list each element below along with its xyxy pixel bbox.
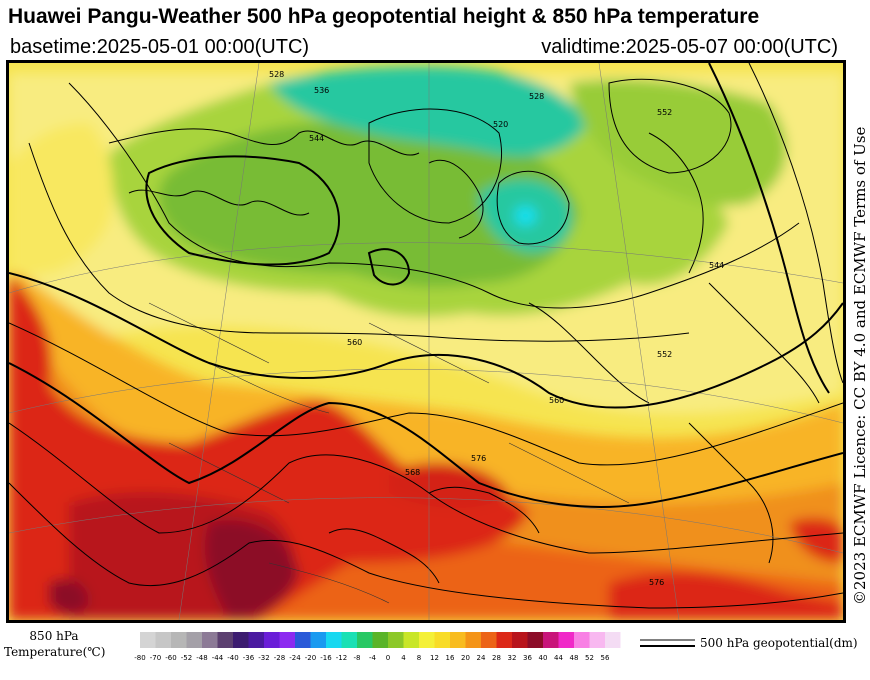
colorbar-swatch	[279, 632, 295, 648]
colorbar-swatch	[481, 632, 497, 648]
colorbar-swatch	[527, 632, 543, 648]
contour-legend-label: 500 hPa geopotential(dm)	[700, 636, 858, 650]
colorbar-tick-label: 36	[523, 654, 532, 662]
colorbar-tick-label: -32	[258, 654, 269, 662]
contour-label: 544	[309, 134, 324, 143]
colorbar-tick-label: 56	[601, 654, 610, 662]
colorbar-swatch	[558, 632, 574, 648]
colorbar-swatch	[326, 632, 342, 648]
colorbar-swatch	[186, 632, 202, 648]
colorbar-swatch	[202, 632, 218, 648]
colorbar-swatch	[372, 632, 388, 648]
colorbar-swatch	[589, 632, 605, 648]
colorbar-tick-label: -70	[150, 654, 161, 662]
colorbar-tick-label: -8	[354, 654, 361, 662]
colorbar-swatch	[496, 632, 512, 648]
colorbar-swatch	[574, 632, 590, 648]
colorbar-tick-label: -60	[165, 654, 176, 662]
contour-label: 560	[549, 396, 564, 405]
colorbar-swatch	[155, 632, 171, 648]
colorbar-swatch	[264, 632, 280, 648]
contour-label: 576	[471, 454, 486, 463]
colorbar-tick-label: 40	[539, 654, 548, 662]
contour-label: 552	[657, 350, 672, 359]
colorbar-swatch	[233, 632, 249, 648]
colorbar-swatch	[605, 632, 621, 648]
temperature-colorbar: -80 -70 -60 -52 -48 -44 -40 -36 -32 -28 -24 -20 -16-…	[110, 630, 630, 670]
colorbar-swatch	[310, 632, 326, 648]
colorbar-swatch	[217, 632, 233, 648]
contour-label: 544	[709, 261, 724, 270]
colorbar-tick-label: -36	[243, 654, 255, 662]
colorbar-swatch	[171, 632, 187, 648]
coastlines	[108, 128, 820, 584]
colorbar-tick-label: 28	[492, 654, 501, 662]
contour-labels: 544 552 560 576 536 528 520 544 552 560 …	[269, 70, 724, 587]
colorbar-tick-label: 24	[477, 654, 486, 662]
colorbar-tick-label: -24	[289, 654, 301, 662]
colorbar-tick-label: 52	[585, 654, 594, 662]
colorbar-tick-label: -16	[320, 654, 332, 662]
colorbar-swatch	[450, 632, 466, 648]
colorbar-tick-label: -28	[274, 654, 285, 662]
colorbar-title: 850 hPa Temperature(℃)	[4, 628, 106, 660]
license-label: ©2023 ECMWF Licence: CC BY 4.0 and ECMWF…	[851, 126, 869, 605]
colorbar-tick-label: 32	[508, 654, 517, 662]
colorbar-title-line1: 850 hPa	[29, 629, 79, 643]
colorbar-tick-label: 0	[386, 654, 390, 662]
colorbar-tick-label: -12	[336, 654, 347, 662]
colorbar-tick-label: 16	[446, 654, 455, 662]
colorbar-tick-label: 44	[554, 654, 563, 662]
colorbar-swatch	[341, 632, 357, 648]
colorbar-tick-label: -40	[227, 654, 238, 662]
colorbar-tick-label: 48	[570, 654, 579, 662]
contour-label: 560	[347, 338, 362, 347]
colorbar-canvas: -80 -70 -60 -52 -48 -44 -40 -36 -32 -28 -24 -20 -16-…	[134, 632, 621, 662]
contour-label: 520	[493, 120, 508, 129]
map-title: Huawei Pangu-Weather 500 hPa geopotentia…	[8, 5, 760, 28]
license-text: ©2023 ECMWF Licence: CC BY 4.0 and ECMWF…	[850, 80, 870, 610]
colorbar-swatch	[403, 632, 419, 648]
contour-label: 568	[405, 468, 420, 477]
colorbar-swatch	[434, 632, 450, 648]
contour-legend	[640, 632, 865, 656]
base-time: basetime:2025-05-01 00:00(UTC)	[10, 36, 310, 58]
contour-label: 552	[657, 108, 672, 117]
colorbar-swatch	[512, 632, 528, 648]
colorbar-tick-label: -20	[305, 654, 316, 662]
colorbar-tick-label: -52	[181, 654, 192, 662]
contour-legend-lines	[640, 639, 695, 647]
colorbar-swatch	[295, 632, 311, 648]
colorbar-swatch	[543, 632, 559, 648]
colorbar-swatch	[357, 632, 373, 648]
colorbar-tick-label: -4	[369, 654, 377, 662]
contour-label: 536	[314, 86, 329, 95]
geopotential-contours	[9, 63, 843, 609]
contour-label: 528	[529, 92, 544, 101]
valid-time: validtime:2025-05-07 00:00(UTC)	[541, 36, 838, 58]
colorbar-tick-label: 8	[417, 654, 421, 662]
colorbar-swatch	[140, 632, 156, 648]
colorbar-tick-label: -48	[196, 654, 207, 662]
colorbar-tick-label: -80	[134, 654, 145, 662]
colorbar-tick-label: 12	[430, 654, 439, 662]
colorbar-title-line2: Temperature(℃)	[4, 645, 106, 659]
colorbar-tick-label: -44	[212, 654, 224, 662]
contour-label: 576	[649, 578, 664, 587]
contour-label: 528	[269, 70, 284, 79]
weather-map-canvas: 544 552 560 576 536 528 520 544 552 560 …	[9, 63, 843, 620]
colorbar-swatch	[465, 632, 481, 648]
colorbar-tick-label: 4	[401, 654, 406, 662]
colorbar-tick-label: 20	[461, 654, 470, 662]
colorbar-swatch	[388, 632, 404, 648]
colorbar-swatch	[419, 632, 435, 648]
weather-map: 544 552 560 576 536 528 520 544 552 560 …	[6, 60, 846, 623]
colorbar-swatch	[248, 632, 264, 648]
